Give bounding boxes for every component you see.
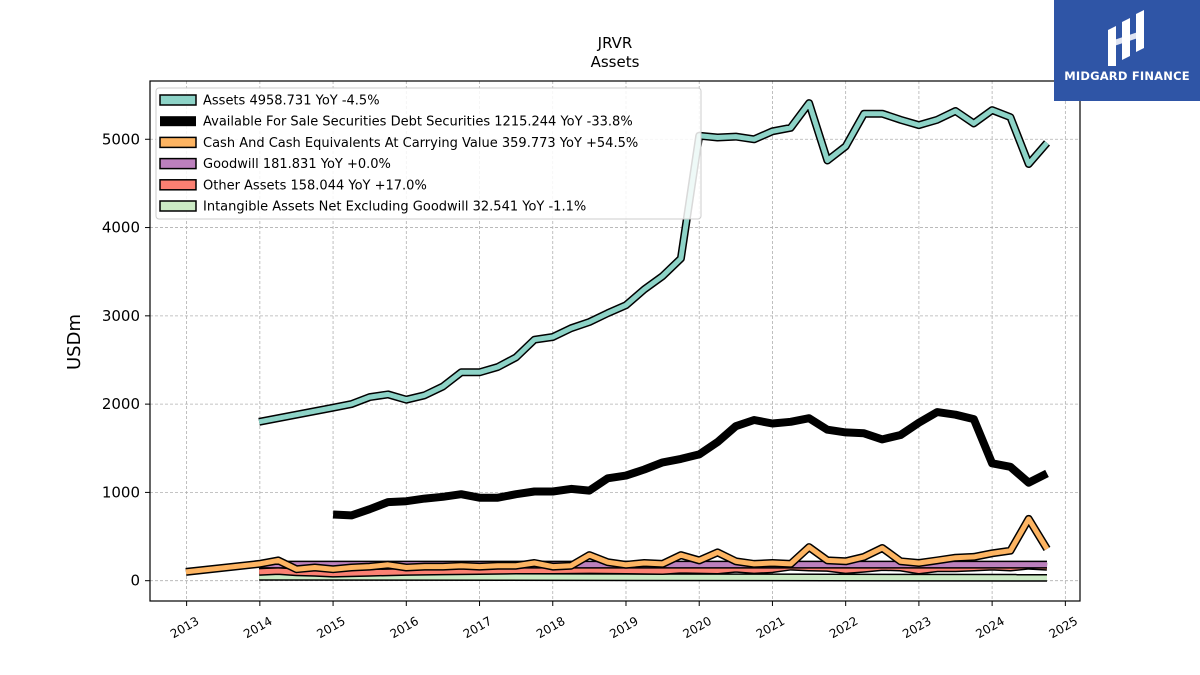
legend-label: Cash And Cash Equivalents At Carrying Va… [203,136,638,151]
legend-item: Assets 4958.731 YoY -4.5% [159,94,380,109]
chart-subtitle: Assets [591,53,640,71]
legend-item: Goodwill 181.831 YoY +0.0% [159,157,391,172]
legend-label: Other Assets 158.044 YoY +17.0% [203,178,427,193]
legend-swatch [159,94,197,106]
series-intangible-assets-net-excluding-goodwill-line [259,574,1048,581]
legend-label: Intangible Assets Net Excluding Goodwill… [203,200,586,215]
series-cash-and-cash-equivalents-at-carrying-value [185,514,1051,576]
legend-swatch [159,200,197,212]
y-axis-label: USDm [64,314,85,370]
brand-name: MIDGARD FINANCE [1064,69,1190,83]
plot-frame [149,80,1081,602]
legend-item: Cash And Cash Equivalents At Carrying Va… [159,136,638,151]
legend-label: Goodwill 181.831 YoY +0.0% [203,157,391,172]
brand-logo: MIDGARD FINANCE [1054,0,1200,101]
legend-swatch [159,136,197,149]
legend: Assets 4958.731 YoY -4.5% Available For S… [155,87,702,220]
y-tick-label: 2000 [102,395,140,413]
series-assets [258,99,1051,426]
legend-label: Assets 4958.731 YoY -4.5% [203,94,380,109]
legend-item: Intangible Assets Net Excluding Goodwill… [159,200,586,215]
series-available-for-sale-securities-debt-securities-line [332,408,1049,520]
y-tick-label: 3000 [102,307,140,325]
legend-swatch [159,157,197,170]
series-assets-line [258,100,1049,425]
series-available-for-sale-securities-debt-securities [332,408,1049,520]
legend-label: Available For Sale Securities Debt Secur… [203,115,633,130]
legend-swatch [159,179,197,191]
y-tick-label: 4000 [102,219,140,237]
legend-box [155,87,702,220]
series-intangible-assets-net-excluding-goodwill [259,572,1048,582]
y-tick-label: 0 [130,572,140,590]
legend-item: Other Assets 158.044 YoY +17.0% [159,178,427,193]
y-tick-label: 1000 [102,483,140,501]
chart-title: JRVR [597,34,633,52]
logo-mark-icon [1108,10,1144,66]
series-layer [185,99,1051,582]
series-cash-and-cash-equivalents-at-carrying-value-line [185,516,1050,575]
legend-swatch [160,116,196,127]
y-tick-label: 5000 [102,130,140,148]
legend-item: Available For Sale Securities Debt Secur… [160,115,633,130]
